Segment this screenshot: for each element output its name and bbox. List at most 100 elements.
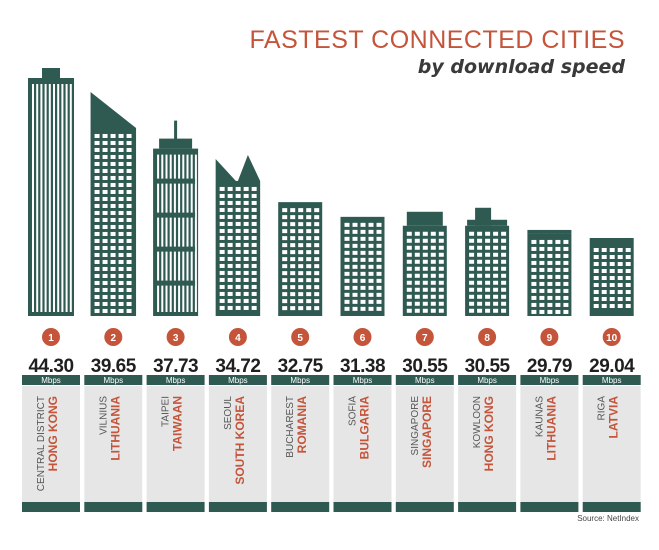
window [235,186,241,191]
window [625,269,631,273]
window [298,271,304,276]
window [360,306,366,311]
window [102,224,108,229]
rank-circle [166,328,185,346]
window [501,287,507,292]
window [102,175,108,180]
building-roof [215,158,236,181]
window [243,284,249,289]
panel-base [22,502,80,512]
window [126,287,132,292]
window [314,271,320,276]
rank-label: 4 [235,333,241,344]
window [601,269,607,273]
window [251,249,257,254]
window [110,224,116,229]
city-label: RIGA [597,396,608,421]
window [298,299,304,304]
window [360,222,366,227]
window [314,215,320,220]
rank-circle [42,328,60,346]
window [94,301,100,306]
window [593,304,599,308]
window [102,154,108,159]
window-stripe [161,154,164,312]
window [251,221,257,226]
window [102,231,108,236]
window [477,294,483,299]
window [102,210,108,215]
window [235,242,241,247]
window [110,182,116,187]
chart-title: FASTEST CONNECTED CITIES [249,26,625,54]
window [227,291,233,296]
value-label: 29.79 [527,356,572,377]
unit-label: Mbps [540,376,560,385]
window [306,299,312,304]
window [118,287,124,292]
country-label: ROMANIA [295,396,309,454]
window-stripe [165,154,168,312]
window [282,257,288,262]
window [282,229,288,234]
window [469,238,475,243]
window [298,250,304,255]
window [290,264,296,269]
window [493,238,499,243]
window [243,207,249,212]
unit-bar [271,375,330,385]
window [314,236,320,241]
window [298,264,304,269]
window [298,236,304,241]
window [306,222,312,227]
panel-base [395,502,454,512]
chart-subtitle: by download speed [417,56,625,78]
window [344,278,350,283]
window [593,269,599,273]
window [290,229,296,234]
window [469,287,475,292]
window [298,215,304,220]
window [118,203,124,208]
window [485,259,491,264]
window [601,290,607,294]
window [243,214,249,219]
window [243,193,249,198]
window [547,260,553,265]
building-windows [344,222,382,311]
window [352,271,358,276]
window [360,292,366,297]
window [118,133,124,138]
window [344,250,350,255]
unit-bar [395,375,454,385]
window [609,297,615,301]
window [235,214,241,219]
window [547,274,553,279]
window [376,264,382,269]
window [94,147,100,152]
value-label: 37.73 [153,356,198,377]
window [368,257,374,262]
window [438,280,444,285]
window [422,273,428,278]
window [219,186,225,191]
building-windows [219,186,257,310]
city-panel [271,386,330,502]
window [609,290,615,294]
window [118,210,124,215]
window [110,259,116,264]
window [102,308,108,313]
window [547,281,553,286]
window [563,274,569,279]
value-label: 29.04 [589,356,635,377]
window [617,276,623,280]
floor-band [156,246,196,252]
window-stripe [32,84,34,312]
window [235,298,241,303]
window [290,222,296,227]
